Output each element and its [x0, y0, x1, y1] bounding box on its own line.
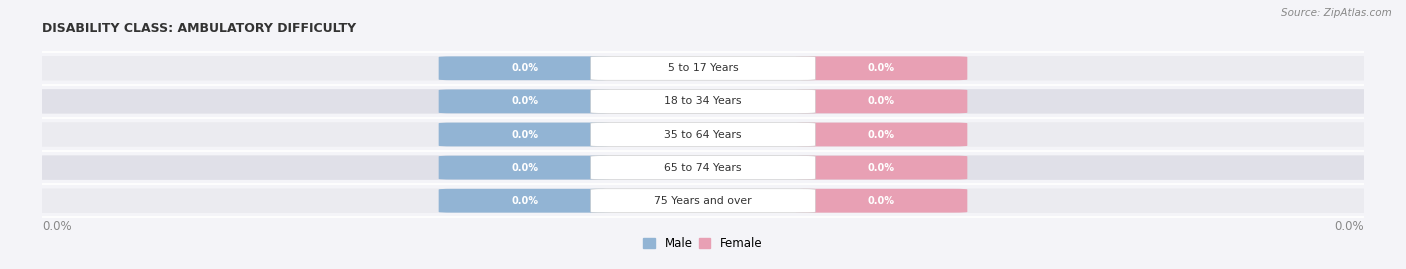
Text: 0.0%: 0.0%: [510, 63, 538, 73]
FancyBboxPatch shape: [796, 56, 967, 80]
FancyBboxPatch shape: [591, 90, 815, 113]
Text: 18 to 34 Years: 18 to 34 Years: [664, 96, 742, 107]
FancyBboxPatch shape: [591, 123, 815, 146]
Text: 5 to 17 Years: 5 to 17 Years: [668, 63, 738, 73]
Text: 0.0%: 0.0%: [510, 196, 538, 206]
FancyBboxPatch shape: [439, 156, 610, 179]
FancyBboxPatch shape: [30, 189, 1376, 213]
FancyBboxPatch shape: [30, 122, 1376, 147]
Text: 75 Years and over: 75 Years and over: [654, 196, 752, 206]
FancyBboxPatch shape: [796, 123, 967, 146]
Text: 65 to 74 Years: 65 to 74 Years: [664, 162, 742, 173]
FancyBboxPatch shape: [439, 90, 610, 113]
FancyBboxPatch shape: [439, 123, 610, 146]
Text: 0.0%: 0.0%: [868, 162, 896, 173]
Text: DISABILITY CLASS: AMBULATORY DIFFICULTY: DISABILITY CLASS: AMBULATORY DIFFICULTY: [42, 22, 356, 35]
Text: 0.0%: 0.0%: [868, 129, 896, 140]
FancyBboxPatch shape: [796, 189, 967, 213]
FancyBboxPatch shape: [796, 90, 967, 113]
Text: 0.0%: 0.0%: [510, 96, 538, 107]
Text: Source: ZipAtlas.com: Source: ZipAtlas.com: [1281, 8, 1392, 18]
FancyBboxPatch shape: [30, 89, 1376, 114]
FancyBboxPatch shape: [439, 189, 610, 213]
Text: 0.0%: 0.0%: [868, 96, 896, 107]
FancyBboxPatch shape: [796, 156, 967, 179]
FancyBboxPatch shape: [591, 156, 815, 179]
FancyBboxPatch shape: [30, 56, 1376, 80]
Text: 0.0%: 0.0%: [510, 162, 538, 173]
FancyBboxPatch shape: [591, 189, 815, 213]
FancyBboxPatch shape: [439, 56, 610, 80]
Text: 0.0%: 0.0%: [1334, 220, 1364, 233]
Text: 0.0%: 0.0%: [42, 220, 72, 233]
Text: 0.0%: 0.0%: [868, 196, 896, 206]
FancyBboxPatch shape: [591, 56, 815, 80]
Text: 0.0%: 0.0%: [510, 129, 538, 140]
Text: 35 to 64 Years: 35 to 64 Years: [664, 129, 742, 140]
Text: 0.0%: 0.0%: [868, 63, 896, 73]
Legend: Male, Female: Male, Female: [641, 235, 765, 253]
FancyBboxPatch shape: [30, 155, 1376, 180]
